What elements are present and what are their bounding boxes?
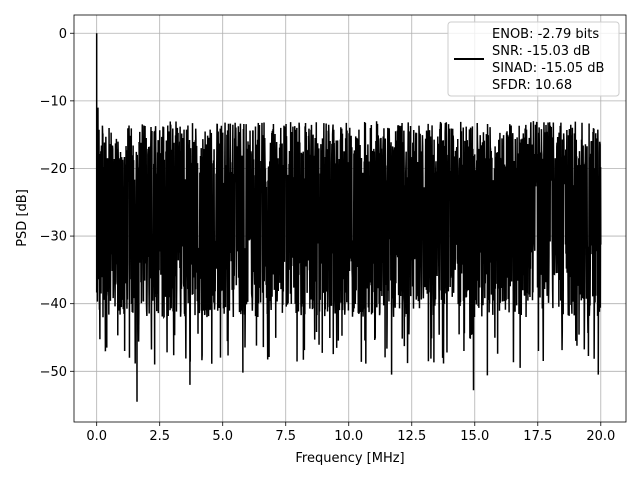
legend-box: [447, 21, 620, 97]
psd-series-line: [95, 33, 602, 402]
x-axis-label: Frequency [MHz]: [295, 451, 404, 466]
legend-entry-snr: SNR: -15.03 dB: [492, 44, 590, 59]
y-tick-label: −30: [40, 230, 67, 245]
x-tick-label: 17.5: [523, 429, 552, 444]
x-tick-label: 20.0: [586, 429, 615, 444]
x-tick-label: 0.0: [86, 429, 107, 444]
y-tick-label: −40: [40, 297, 67, 312]
x-tick-label: 7.5: [275, 429, 296, 444]
legend-entry-sinad: SINAD: -15.05 dB: [492, 61, 604, 76]
x-tick-label: 15.0: [460, 429, 489, 444]
y-axis: 0 −10 −20 −30 −40 −50: [40, 27, 74, 380]
legend-entry-sfdr: SFDR: 10.68: [492, 78, 572, 93]
y-tick-label: −50: [40, 365, 67, 380]
x-tick-label: 2.5: [149, 429, 170, 444]
legend-entry-enob: ENOB: -2.79 bits: [492, 27, 599, 42]
x-tick-label: 10.0: [334, 429, 363, 444]
y-tick-label: −10: [40, 94, 67, 109]
plot-area: [95, 33, 602, 402]
x-tick-label: 12.5: [397, 429, 426, 444]
legend: ENOB: -2.79 bits SNR: -15.03 dB SINAD: -…: [447, 21, 620, 97]
y-axis-label: PSD [dB]: [15, 189, 30, 247]
x-tick-label: 5.0: [212, 429, 233, 444]
x-axis: 0.0 2.5 5.0 7.5 10.0 12.5 15.0 17.5 20.0: [86, 422, 615, 444]
y-tick-label: −20: [40, 162, 67, 177]
y-tick-label: 0: [59, 27, 67, 42]
plot-frame: [73, 14, 627, 423]
